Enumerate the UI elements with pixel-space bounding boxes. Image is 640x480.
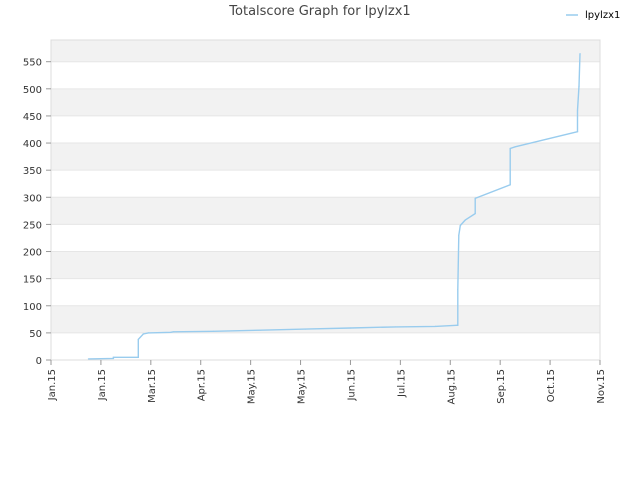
- grid-band: [51, 143, 600, 171]
- data-point: [172, 331, 174, 333]
- x-axis-ticks: Jan.15 Jan.15 Mar.15 Apr.15 May.15 May.15 Jun.…: [47, 360, 607, 404]
- data-point: [464, 219, 466, 221]
- y-axis-ticks: 0 50 100 150 200 250 300 350 400 450 500 550: [23, 58, 51, 367]
- data-point: [458, 234, 460, 236]
- grid-band: [51, 61, 600, 89]
- data-point: [474, 212, 476, 215]
- data-point: [112, 356, 114, 358]
- grid-band: [51, 88, 600, 116]
- x-tick-label: Sep.15: [496, 369, 507, 404]
- data-point: [349, 327, 352, 329]
- series-group: [87, 52, 581, 360]
- x-tick-label: Jan.15: [97, 369, 108, 401]
- data-point: [578, 85, 580, 87]
- data-point: [142, 333, 144, 335]
- y-tick-label: 450: [23, 112, 42, 123]
- legend: lpylzx1: [566, 10, 620, 21]
- x-tick-label: May.15: [297, 369, 308, 404]
- data-point: [137, 338, 139, 340]
- grid-band: [51, 224, 600, 252]
- data-point: [137, 356, 139, 358]
- grid-band: [51, 197, 600, 225]
- y-tick-label: 250: [23, 220, 42, 231]
- x-tick-label: Jan.15: [47, 369, 58, 401]
- y-tick-label: 550: [23, 58, 42, 69]
- data-point: [170, 331, 172, 333]
- series-line-lpylzx1: [88, 53, 581, 360]
- x-tick-label: Jun.15: [346, 369, 357, 402]
- legend-label: lpylzx1: [585, 10, 620, 21]
- data-point: [434, 325, 436, 327]
- chart-title: Totalscore Graph for lpylzx1: [229, 4, 411, 19]
- y-tick-label: 50: [29, 329, 42, 340]
- data-point: [576, 109, 579, 112]
- data-point: [147, 332, 149, 334]
- data-point: [514, 146, 516, 148]
- data-point: [474, 197, 476, 199]
- data-point: [509, 184, 511, 186]
- y-tick-label: 400: [23, 139, 42, 150]
- y-tick-label: 300: [23, 193, 42, 204]
- data-point: [394, 326, 396, 328]
- data-point: [457, 288, 459, 291]
- data-point: [212, 330, 214, 332]
- x-tick-label: Oct.15: [546, 369, 557, 402]
- data-point: [87, 358, 90, 360]
- y-tick-label: 350: [23, 166, 42, 177]
- data-point: [457, 324, 459, 326]
- grid-band: [51, 332, 600, 360]
- grid-band: [51, 115, 600, 144]
- x-tick-label: Aug.15: [446, 369, 457, 404]
- x-tick-label: Jul.15: [396, 369, 407, 398]
- grid-band: [51, 251, 600, 279]
- x-tick-label: Mar.15: [147, 369, 158, 403]
- data-point: [579, 52, 581, 55]
- y-tick-label: 150: [23, 275, 42, 286]
- x-tick-label: Nov.15: [596, 369, 607, 404]
- grid-band: [51, 40, 600, 62]
- y-tick-label: 0: [36, 356, 42, 367]
- data-point: [509, 147, 511, 150]
- y-tick-label: 200: [23, 248, 42, 259]
- plot-border: [50, 39, 601, 361]
- grid-bands: [51, 40, 600, 360]
- x-tick-label: May.15: [247, 369, 258, 404]
- y-tick-label: 500: [23, 85, 42, 96]
- data-point: [260, 329, 262, 331]
- data-point: [455, 324, 457, 326]
- grid-band: [51, 278, 600, 306]
- x-tick-label: Apr.15: [197, 369, 208, 401]
- data-point: [576, 131, 579, 133]
- grid-band: [51, 170, 600, 198]
- data-point: [304, 328, 307, 330]
- data-point: [112, 357, 114, 359]
- data-point: [459, 224, 461, 227]
- y-tick-label: 100: [23, 302, 42, 313]
